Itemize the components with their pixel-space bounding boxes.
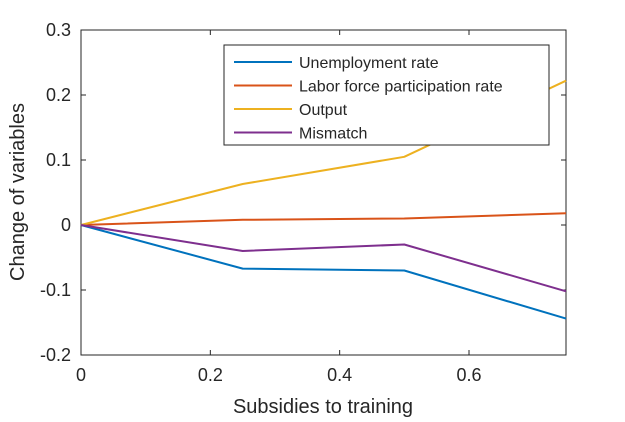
y-tick-label: 0.1 [46,150,71,170]
x-tick-label: 0.6 [456,365,481,385]
x-tick-label: 0.4 [327,365,352,385]
y-tick-label: -0.2 [40,345,71,365]
legend: Unemployment rate Labor force participati… [223,44,550,146]
series-line-mismatch [80,224,567,293]
y-tick-label: 0.2 [46,85,71,105]
y-tick-label: -0.1 [40,280,71,300]
series-line-labor-force-participation-rate [80,212,567,226]
x-tick-label: 0 [76,365,86,385]
series-line-unemployment-rate [80,224,567,320]
y-axis-label: Change of variables [7,103,29,281]
x-axis-label: Subsidies to training [233,396,413,417]
legend-label: Unemployment rate [299,55,439,72]
y-tick-label: 0.3 [46,20,71,40]
x-tick-label: 0.2 [198,365,223,385]
legend-label: Mismatch [299,126,367,143]
y-tick-label: 0 [61,215,71,235]
legend-label: Labor force participation rate [299,79,503,96]
legend-label: Output [299,102,348,119]
